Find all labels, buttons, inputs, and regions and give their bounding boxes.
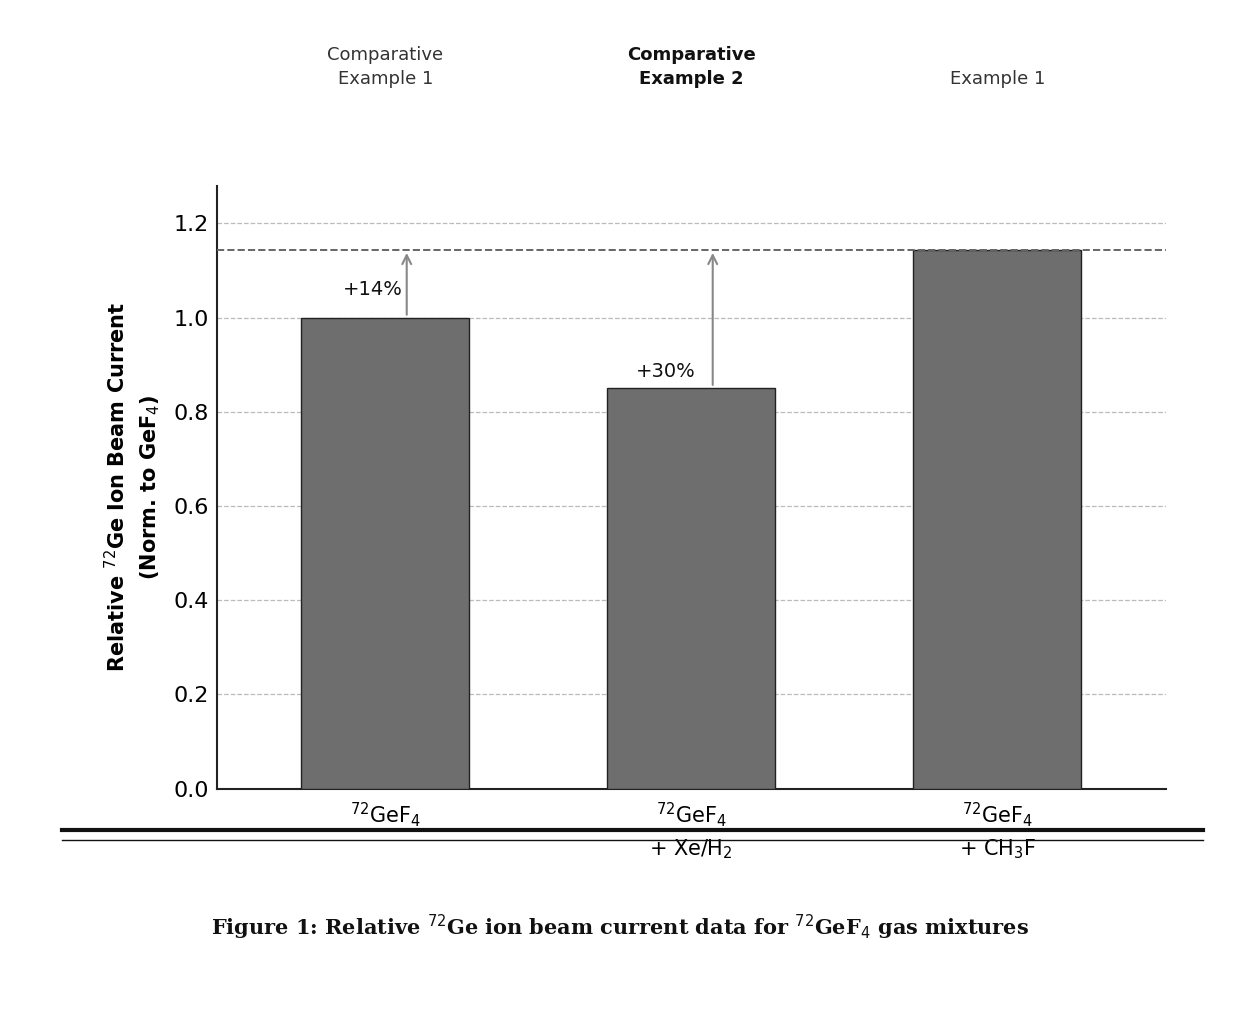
Y-axis label: Relative $^{72}$Ge Ion Beam Current
(Norm. to GeF$_4$): Relative $^{72}$Ge Ion Beam Current (Nor…	[104, 302, 162, 672]
Bar	[301, 318, 470, 789]
Text: Comparative
Example 1: Comparative Example 1	[327, 46, 444, 88]
Bar	[608, 388, 775, 789]
Text: +14%: +14%	[342, 279, 402, 299]
Bar	[913, 251, 1081, 789]
Text: Example 1: Example 1	[950, 70, 1045, 88]
Text: +30%: +30%	[636, 362, 696, 380]
Text: Figure 1: Relative $^{72}$Ge ion beam current data for $^{72}$GeF$_4$ gas mixtur: Figure 1: Relative $^{72}$Ge ion beam cu…	[211, 913, 1029, 942]
Text: Comparative
Example 2: Comparative Example 2	[627, 46, 755, 88]
